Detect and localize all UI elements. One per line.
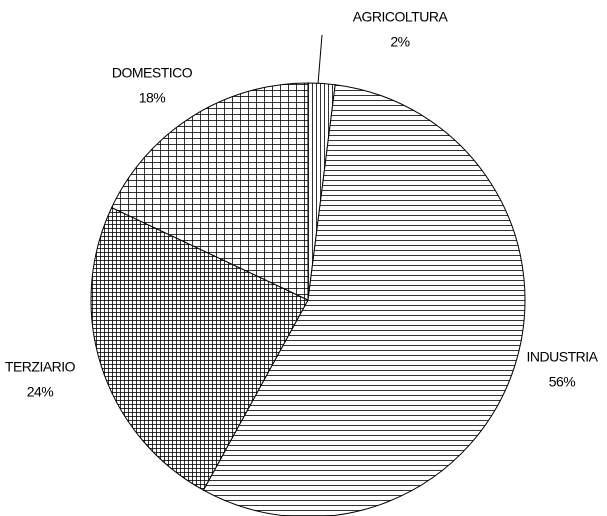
slice-value-label: 24% (27, 384, 54, 400)
slice-value-label: 2% (390, 34, 409, 50)
slice-label: TERZIARIO (5, 359, 76, 375)
leader-line (317, 34, 323, 85)
slice-label: INDUSTRIA (527, 349, 599, 365)
slice-label: AGRICOLTURA (353, 9, 449, 25)
slice-value-label: 56% (549, 374, 576, 390)
pie-slice (202, 84, 526, 516)
pie-slice (90, 206, 309, 491)
slice-label: DOMESTICO (112, 65, 193, 81)
slice-value-label: 18% (139, 90, 166, 106)
pie-slice (110, 82, 309, 301)
